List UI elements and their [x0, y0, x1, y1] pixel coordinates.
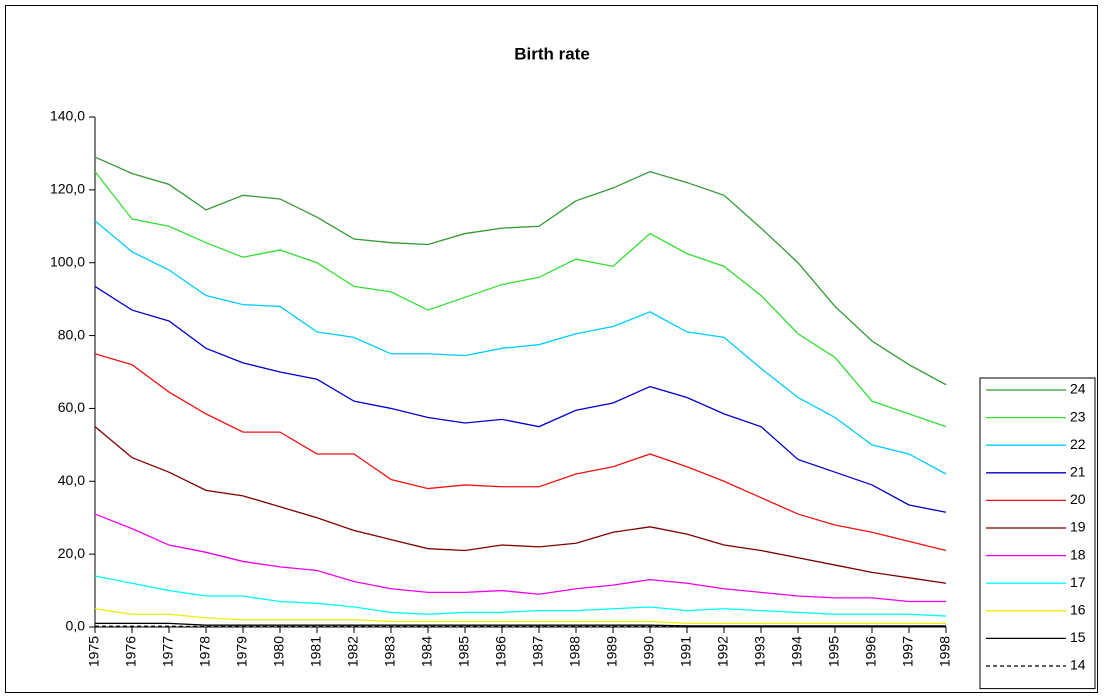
chart-border — [5, 5, 1098, 693]
legend-label: 18 — [1070, 546, 1086, 562]
x-tick-label: 1980 — [271, 636, 287, 667]
legend-label: 20 — [1070, 491, 1086, 507]
x-tick-label: 1986 — [493, 636, 509, 667]
legend-box — [979, 377, 1096, 690]
x-tick-label: 1995 — [826, 636, 842, 667]
x-tick-label: 1987 — [530, 636, 546, 667]
chart-title: Birth rate — [514, 44, 590, 63]
x-tick-label: 1997 — [900, 636, 916, 667]
y-tick-label: 40,0 — [58, 472, 85, 488]
series-line — [94, 513, 946, 603]
x-tick-label: 1975 — [86, 636, 102, 667]
legend-label: 14 — [1070, 657, 1086, 673]
x-tick-label: 1989 — [604, 636, 620, 667]
x-tick-label: 1979 — [234, 636, 250, 667]
x-tick-label: 1977 — [160, 636, 176, 667]
x-tick-label: 1976 — [123, 636, 139, 667]
x-tick-label: 1996 — [863, 636, 879, 667]
y-tick-label: 120,0 — [50, 181, 85, 197]
x-tick-label: 1982 — [345, 636, 361, 667]
x-tick-label: 1978 — [197, 636, 213, 667]
legend-label: 24 — [1070, 381, 1086, 397]
x-tick-label: 1994 — [789, 636, 805, 667]
y-tick-label: 20,0 — [58, 545, 85, 561]
series-line — [94, 575, 947, 617]
y-tick-label: 80,0 — [58, 326, 85, 342]
x-tick-label: 1998 — [937, 636, 953, 667]
x-tick-label: 1991 — [678, 636, 694, 667]
legend-label: 23 — [1070, 408, 1086, 424]
x-tick-label: 1992 — [715, 636, 731, 667]
series-line — [95, 622, 946, 627]
series-line — [94, 285, 947, 513]
series-line — [94, 220, 947, 475]
y-tick-label: 100,0 — [50, 253, 85, 269]
x-tick-label: 1981 — [308, 636, 324, 667]
series-line — [94, 171, 947, 428]
series-line — [94, 156, 947, 386]
series-line — [94, 426, 947, 584]
legend-label: 16 — [1070, 602, 1086, 618]
x-tick-label: 1993 — [752, 636, 768, 667]
y-tick-label: 140,0 — [50, 108, 85, 124]
legend-label: 15 — [1070, 629, 1086, 645]
y-tick-label: 0,0 — [66, 618, 86, 634]
series-line — [94, 353, 947, 552]
legend-label: 19 — [1070, 519, 1086, 535]
series-line — [94, 608, 946, 625]
y-tick-label: 60,0 — [58, 399, 85, 415]
x-tick-label: 1988 — [567, 636, 583, 667]
legend-label: 22 — [1070, 436, 1086, 452]
x-tick-label: 1984 — [419, 636, 435, 667]
x-tick-label: 1983 — [382, 636, 398, 667]
legend-label: 21 — [1070, 464, 1086, 480]
x-tick-label: 1985 — [456, 636, 472, 667]
legend-label: 17 — [1070, 574, 1086, 590]
x-tick-label: 1990 — [641, 636, 657, 667]
